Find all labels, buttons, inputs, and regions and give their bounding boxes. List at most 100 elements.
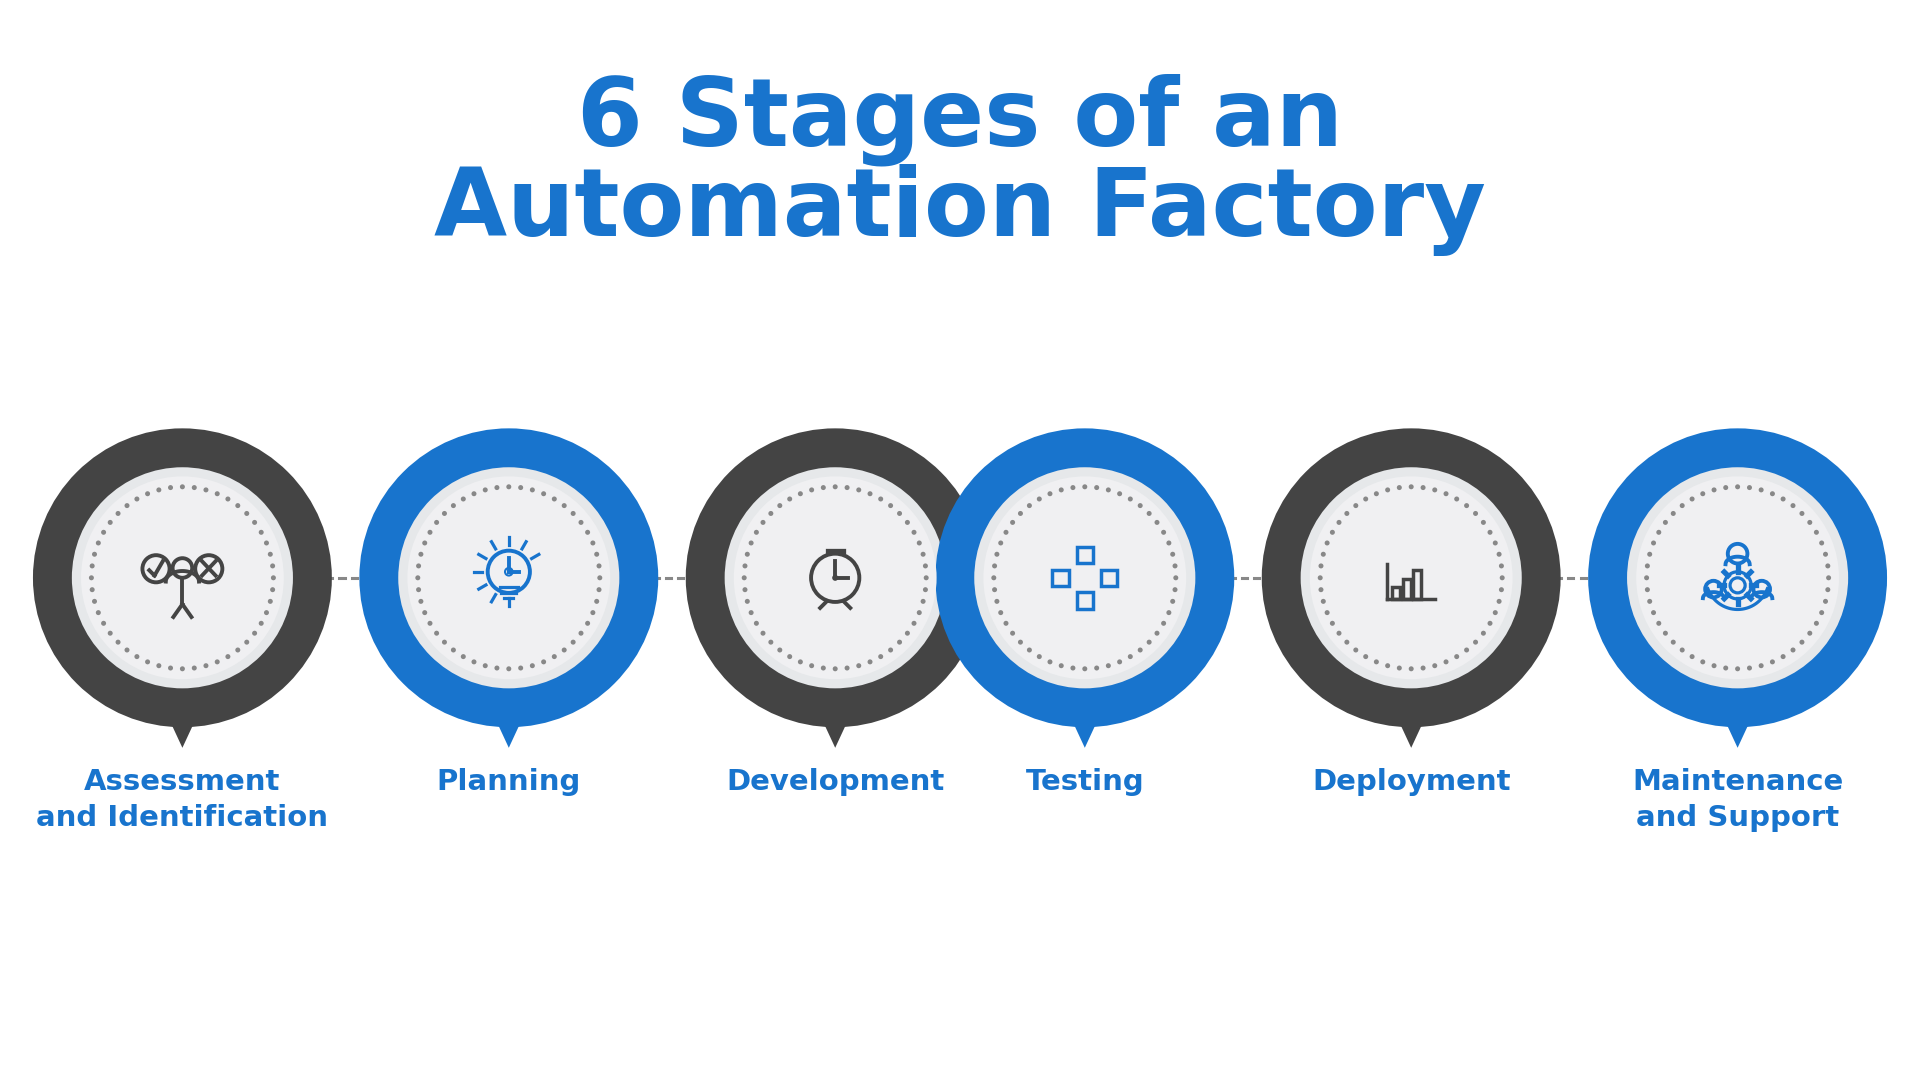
- Circle shape: [1319, 564, 1323, 568]
- Circle shape: [563, 503, 566, 508]
- Circle shape: [1480, 631, 1486, 636]
- Circle shape: [912, 530, 916, 535]
- Circle shape: [1037, 497, 1043, 501]
- Circle shape: [991, 576, 996, 580]
- Circle shape: [760, 519, 766, 525]
- Text: Development: Development: [726, 768, 945, 796]
- Circle shape: [1354, 648, 1357, 652]
- Circle shape: [1409, 666, 1413, 672]
- Circle shape: [156, 487, 161, 492]
- Circle shape: [755, 530, 758, 535]
- Circle shape: [1165, 540, 1171, 545]
- Circle shape: [422, 610, 428, 616]
- Circle shape: [1822, 552, 1828, 557]
- Circle shape: [1680, 503, 1684, 508]
- Circle shape: [415, 576, 420, 580]
- Circle shape: [1106, 487, 1112, 492]
- Circle shape: [1690, 497, 1695, 501]
- Circle shape: [1117, 660, 1121, 664]
- Circle shape: [204, 487, 209, 492]
- Circle shape: [1336, 631, 1342, 636]
- Circle shape: [92, 552, 98, 557]
- Circle shape: [745, 552, 751, 557]
- Circle shape: [1488, 621, 1492, 625]
- Circle shape: [1701, 660, 1705, 664]
- Circle shape: [1826, 576, 1832, 580]
- Circle shape: [204, 663, 209, 669]
- Text: Deployment: Deployment: [1311, 768, 1511, 796]
- Circle shape: [995, 598, 1000, 604]
- Bar: [1100, 569, 1117, 586]
- Circle shape: [482, 487, 488, 492]
- Circle shape: [1048, 660, 1052, 664]
- Circle shape: [889, 503, 893, 508]
- Circle shape: [1139, 648, 1142, 652]
- Circle shape: [1473, 511, 1478, 516]
- Circle shape: [1325, 540, 1331, 545]
- Circle shape: [108, 519, 113, 525]
- Circle shape: [518, 665, 522, 671]
- Circle shape: [1146, 511, 1152, 516]
- Circle shape: [1027, 648, 1031, 652]
- Circle shape: [507, 484, 511, 489]
- Circle shape: [215, 491, 219, 496]
- Circle shape: [96, 540, 102, 545]
- Circle shape: [1644, 576, 1649, 580]
- Circle shape: [434, 519, 440, 525]
- Circle shape: [92, 598, 98, 604]
- Circle shape: [822, 665, 826, 671]
- Circle shape: [1363, 654, 1369, 659]
- Circle shape: [419, 552, 424, 557]
- Circle shape: [434, 631, 440, 636]
- Circle shape: [417, 564, 420, 568]
- Circle shape: [236, 648, 240, 652]
- Circle shape: [551, 654, 557, 659]
- Circle shape: [495, 665, 499, 671]
- Circle shape: [743, 564, 747, 568]
- Circle shape: [236, 503, 240, 508]
- Circle shape: [96, 610, 102, 616]
- Circle shape: [541, 660, 545, 664]
- Circle shape: [1139, 503, 1142, 508]
- Text: Testing: Testing: [1025, 768, 1144, 796]
- Circle shape: [146, 491, 150, 496]
- Bar: [1402, 579, 1411, 599]
- Circle shape: [993, 564, 996, 568]
- Circle shape: [267, 598, 273, 604]
- Circle shape: [225, 497, 230, 501]
- Circle shape: [916, 540, 922, 545]
- Circle shape: [778, 503, 781, 508]
- Text: 6 Stages of an: 6 Stages of an: [578, 73, 1342, 166]
- Circle shape: [1375, 660, 1379, 664]
- Circle shape: [1018, 511, 1023, 516]
- Circle shape: [263, 610, 269, 616]
- Circle shape: [1799, 511, 1805, 516]
- Circle shape: [1071, 485, 1075, 490]
- Circle shape: [169, 665, 173, 671]
- Circle shape: [1169, 552, 1175, 557]
- Circle shape: [597, 588, 601, 592]
- Circle shape: [1724, 485, 1728, 490]
- Circle shape: [507, 666, 511, 672]
- Circle shape: [1398, 485, 1402, 490]
- Circle shape: [244, 639, 250, 645]
- Circle shape: [1444, 491, 1448, 496]
- Bar: [1052, 569, 1069, 586]
- Circle shape: [1607, 449, 1876, 717]
- Circle shape: [808, 663, 814, 669]
- Circle shape: [225, 654, 230, 659]
- Circle shape: [180, 666, 184, 672]
- Circle shape: [563, 648, 566, 652]
- Circle shape: [833, 484, 837, 489]
- Circle shape: [1818, 540, 1824, 545]
- Circle shape: [1010, 519, 1016, 525]
- Circle shape: [263, 540, 269, 545]
- Circle shape: [442, 639, 447, 645]
- Circle shape: [954, 449, 1223, 717]
- Circle shape: [1162, 621, 1165, 625]
- Circle shape: [125, 648, 129, 652]
- Circle shape: [1321, 598, 1327, 604]
- Circle shape: [924, 576, 929, 580]
- Bar: [1413, 570, 1421, 599]
- Circle shape: [768, 639, 774, 645]
